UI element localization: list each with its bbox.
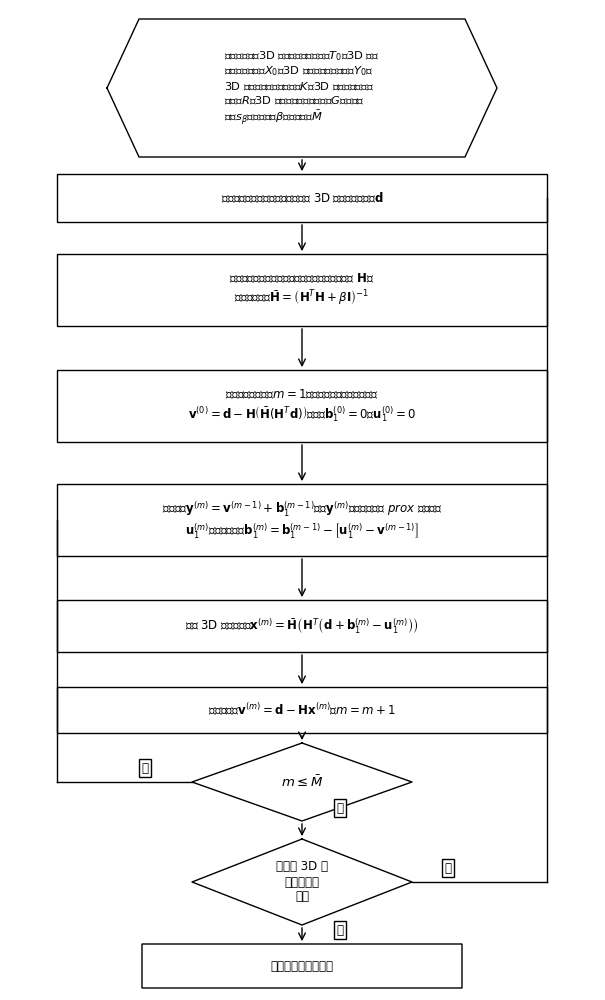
Text: 利用对应位置处的预测多次波数据构建褶积矩阵 $\mathbf{H}$，
并计算逆矩阵$\bar{\mathbf{H}}=\left(\mathbf{H}^T\m: 利用对应位置处的预测多次波数据构建褶积矩阵 $\mathbf{H}$， 并计算逆…: [229, 272, 374, 308]
FancyBboxPatch shape: [57, 484, 547, 556]
FancyBboxPatch shape: [142, 944, 462, 988]
FancyBboxPatch shape: [57, 687, 547, 733]
Text: 是: 是: [142, 762, 148, 774]
Text: 否: 否: [336, 802, 344, 814]
FancyBboxPatch shape: [57, 370, 547, 442]
Text: 参数初始化：3D 数据窗口的时间长度$T_0$，3D 数据
窗口的空间长度$X_0$，3D 数据窗口的道集个数$Y_0$，
3D 匹配滤波器的时间长度$K$，3: 参数初始化：3D 数据窗口的时间长度$T_0$，3D 数据 窗口的空间长度$X_…: [224, 49, 380, 127]
Text: 设置当前迭代数为$m=1$，求取一次波的初始估计值
$\mathbf{v}^{(0)}=\mathbf{d}-\mathbf{H}\left(\bar{\mat: 设置当前迭代数为$m=1$，求取一次波的初始估计值 $\mathbf{v}^{(…: [188, 388, 416, 424]
Text: 是: 是: [336, 924, 344, 936]
Text: 计算向量$\mathbf{y}^{(m)}=\mathbf{v}^{(m-1)}+\mathbf{b}_1^{(m-1)}$，对$\mathbf{y}^{(m): 计算向量$\mathbf{y}^{(m)}=\mathbf{v}^{(m-1)}…: [162, 499, 442, 541]
Text: 否: 否: [445, 861, 451, 874]
FancyBboxPatch shape: [57, 600, 547, 652]
Text: 对所有 3D 数
据窗口处理
完毕: 对所有 3D 数 据窗口处理 完毕: [276, 860, 328, 904]
Text: 输入原始数据道集中某一待处理的 3D 数据窗口的数据$\mathbf{d}$: 输入原始数据道集中某一待处理的 3D 数据窗口的数据$\mathbf{d}$: [221, 191, 383, 205]
Text: $m\leq\bar{M}$: $m\leq\bar{M}$: [281, 774, 323, 790]
Text: 计算 3D 匹配滤波器$\mathbf{x}^{(m)}=\bar{\mathbf{H}}\left(\mathbf{H}^T\left(\mathbf{d}+: 计算 3D 匹配滤波器$\mathbf{x}^{(m)}=\bar{\mathb…: [185, 616, 419, 636]
FancyBboxPatch shape: [57, 254, 547, 326]
Text: 得到一次波估计结果: 得到一次波估计结果: [270, 960, 333, 972]
Text: 估计一次波$\mathbf{v}^{(m)}=\mathbf{d}-\mathbf{H}\mathbf{x}^{(m)}$，$m=m+1$: 估计一次波$\mathbf{v}^{(m)}=\mathbf{d}-\mathb…: [208, 702, 396, 718]
FancyBboxPatch shape: [57, 174, 547, 222]
